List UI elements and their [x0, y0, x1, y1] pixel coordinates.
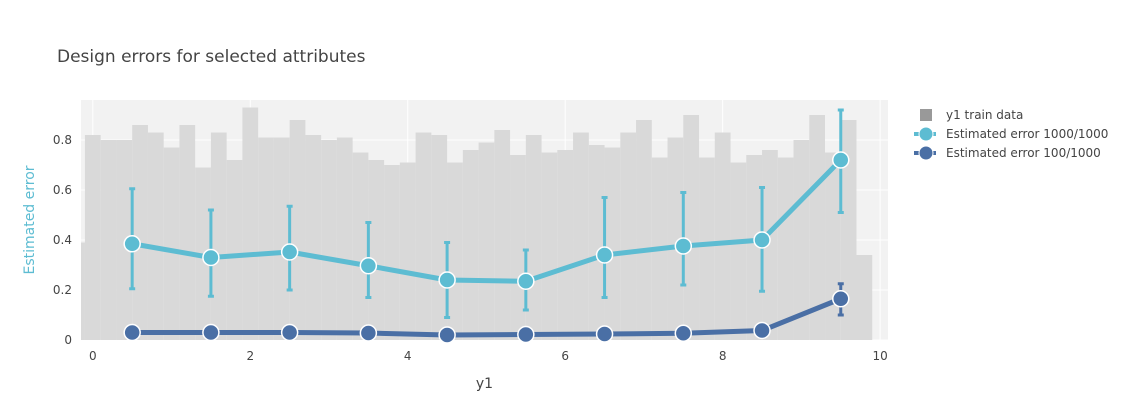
legend[interactable]: y1 train data Estimated error 1000/1000 Es…: [914, 108, 1108, 161]
histogram-bar: [856, 255, 873, 340]
histogram-bar: [510, 155, 526, 340]
y-axis-label: Estimated error: [22, 165, 38, 274]
histogram-bar: [368, 160, 385, 340]
histogram-bar: [541, 152, 558, 340]
x-tick-label: 10: [872, 349, 887, 363]
legend-marker: [918, 145, 934, 161]
legend-item-series[interactable]: Estimated error 100/1000: [914, 145, 1101, 161]
histogram-bar: [809, 115, 826, 340]
histogram-bar: [793, 140, 810, 340]
data-point[interactable]: [280, 243, 299, 261]
histogram-bar: [384, 165, 400, 340]
data-point[interactable]: [595, 325, 614, 343]
histogram-bar: [636, 120, 652, 340]
histogram-bar: [163, 147, 180, 340]
histogram-bar: [573, 132, 589, 340]
series-line: [131, 158, 843, 284]
series-line: [132, 296, 842, 338]
data-point[interactable]: [517, 272, 535, 290]
histogram-bar: [494, 130, 511, 340]
legend-marker: [918, 126, 934, 142]
data-point[interactable]: [123, 235, 141, 253]
histogram-bar: [588, 145, 605, 340]
histogram-bar: [415, 132, 432, 340]
histogram-bar: [699, 157, 715, 340]
histogram-bar: [557, 150, 574, 340]
legend-label: y1 train data: [946, 108, 1023, 122]
x-tick-label: 8: [719, 349, 727, 363]
data-point[interactable]: [438, 271, 456, 289]
data-point[interactable]: [438, 326, 456, 344]
data-point[interactable]: [359, 324, 378, 342]
x-tick-label: 0: [89, 349, 97, 363]
data-point[interactable]: [595, 246, 614, 264]
histogram-bar: [478, 142, 495, 340]
data-point[interactable]: [832, 290, 850, 308]
x-axis-ticks: 0 2 4 6 8 10: [89, 349, 888, 363]
histogram-bar: [604, 147, 621, 340]
y-axis-ticks: 0 0.2 0.4 0.6 0.8: [53, 133, 72, 347]
histogram-bar: [84, 135, 101, 340]
x-axis-label: y1: [476, 376, 493, 392]
histogram-bar: [132, 125, 148, 340]
histogram-bar: [825, 152, 841, 340]
data-point[interactable]: [517, 325, 535, 344]
y-tick-label: 0.4: [53, 233, 72, 247]
histogram-bar: [179, 125, 196, 340]
histogram-bar: [447, 162, 463, 340]
histogram-bar: [100, 140, 117, 340]
legend-label: Estimated error 1000/1000: [946, 127, 1108, 141]
data-point[interactable]: [832, 151, 850, 169]
data-point[interactable]: [753, 321, 771, 340]
histogram-bar: [777, 157, 794, 340]
y-tick-label: 0.8: [53, 133, 72, 147]
histogram-bar: [305, 135, 322, 340]
histogram-bar: [273, 137, 290, 340]
histogram-bar: [840, 120, 857, 340]
legend-swatch: [920, 109, 932, 121]
series-estimated-error-1000-1000: [123, 108, 850, 319]
histogram-bar: [462, 150, 479, 340]
data-point[interactable]: [674, 324, 693, 342]
y-tick-label: 0: [64, 333, 72, 347]
histogram-bar: [226, 160, 243, 340]
histogram-bar: [352, 152, 369, 340]
legend-item-train-data[interactable]: y1 train data: [920, 108, 1023, 122]
data-point[interactable]: [123, 323, 141, 342]
histogram-bar: [714, 132, 731, 340]
histogram-bar: [242, 107, 259, 340]
data-point[interactable]: [280, 323, 299, 342]
x-tick-label: 2: [246, 349, 254, 363]
series-layer: [123, 108, 850, 344]
histogram-bar: [683, 115, 700, 340]
histogram-bar: [321, 140, 337, 340]
data-point[interactable]: [359, 257, 378, 275]
histogram-bar: [399, 162, 416, 340]
series-estimated-error-100-1000: [123, 282, 850, 344]
histogram-bar: [620, 132, 637, 340]
data-point[interactable]: [674, 237, 693, 255]
x-tick-label: 4: [404, 349, 412, 363]
histogram-bar: [210, 132, 227, 340]
legend-item-series[interactable]: Estimated error 1000/1000: [914, 126, 1108, 142]
histogram-bar: [762, 150, 778, 340]
y-tick-label: 0.6: [53, 183, 72, 197]
histogram-bar: [667, 137, 684, 340]
histogram-bar: [81, 242, 85, 340]
histogram-bar: [336, 137, 353, 340]
y-tick-label: 0.2: [53, 283, 72, 297]
histogram-bar: [147, 132, 164, 340]
x-tick-label: 6: [561, 349, 569, 363]
legend-label: Estimated error 100/1000: [946, 146, 1101, 160]
data-point[interactable]: [202, 323, 220, 342]
data-point[interactable]: [202, 248, 220, 267]
chart-title: Design errors for selected attributes: [57, 47, 366, 67]
histogram-bar: [289, 120, 306, 340]
data-point[interactable]: [753, 231, 771, 249]
histogram-bar: [746, 155, 763, 340]
histogram-bar: [730, 162, 747, 340]
histogram-bar: [258, 137, 274, 340]
histogram-bar: [431, 135, 448, 340]
